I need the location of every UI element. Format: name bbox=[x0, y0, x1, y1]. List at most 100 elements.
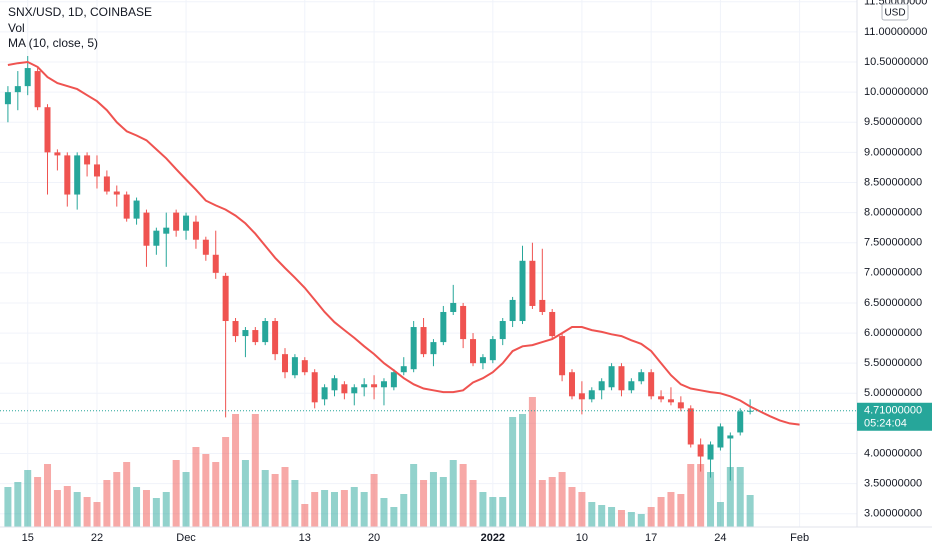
ma-line bbox=[7, 60, 800, 426]
volume-bar bbox=[73, 492, 81, 527]
volume-bar bbox=[93, 502, 101, 527]
candle-body bbox=[272, 321, 279, 355]
currency[interactable]: USD bbox=[884, 8, 905, 19]
candle-body bbox=[341, 384, 348, 394]
candle-body bbox=[549, 311, 556, 337]
candle-body bbox=[242, 330, 249, 337]
volume-bar bbox=[142, 490, 150, 527]
volume-bar bbox=[390, 507, 398, 527]
y-tick-label: 11.00000000 bbox=[864, 26, 927, 38]
ma-legend[interactable]: MA (10, close, 5) bbox=[8, 36, 98, 50]
volume-bar bbox=[657, 497, 665, 527]
volume-bar bbox=[162, 492, 170, 527]
volume-bar bbox=[647, 507, 655, 527]
candle-body bbox=[4, 92, 11, 105]
volume-bar bbox=[558, 472, 566, 527]
y-tick-label: 9.50000000 bbox=[864, 116, 922, 128]
volume-bar bbox=[568, 487, 576, 527]
candle-body bbox=[262, 321, 269, 343]
candle-body bbox=[113, 191, 120, 195]
volume-bar bbox=[420, 480, 428, 527]
volume-bar bbox=[499, 497, 507, 527]
grid bbox=[0, 0, 857, 527]
candle-body bbox=[14, 86, 21, 93]
y-tick-label: 6.00000000 bbox=[864, 327, 922, 339]
volume-bar bbox=[311, 492, 319, 527]
candle-body bbox=[737, 411, 744, 433]
candle-body bbox=[539, 299, 546, 312]
volume-bar bbox=[538, 480, 546, 527]
y-tick-label: 7.50000000 bbox=[864, 237, 922, 249]
y-tick-label: 5.50000000 bbox=[864, 357, 922, 369]
x-tick-label: Dec bbox=[176, 532, 196, 544]
volume-bar bbox=[479, 492, 487, 527]
candle-body bbox=[212, 254, 219, 273]
volume-bar bbox=[321, 490, 329, 527]
volume-bar bbox=[212, 462, 220, 527]
candle-body bbox=[93, 164, 100, 177]
volume-bar bbox=[578, 492, 586, 527]
y-tick-label: 3.00000000 bbox=[864, 508, 922, 520]
candle-body bbox=[450, 302, 457, 312]
candle-body bbox=[103, 176, 110, 192]
volume-bar bbox=[519, 414, 527, 527]
last-price-box bbox=[857, 402, 932, 431]
candle-body bbox=[44, 107, 51, 153]
volume-bar bbox=[588, 502, 596, 527]
candle-body bbox=[578, 393, 585, 400]
candle-body bbox=[123, 194, 130, 219]
candle-body bbox=[133, 200, 140, 219]
volume-bar bbox=[360, 492, 368, 527]
candle-body bbox=[677, 402, 684, 409]
volume-bar bbox=[172, 460, 180, 527]
y-tick-label: 7.00000000 bbox=[864, 267, 922, 279]
candle-body bbox=[588, 390, 595, 400]
volume-bar bbox=[697, 464, 705, 527]
volume-bar bbox=[548, 477, 556, 527]
volume-bar bbox=[608, 507, 616, 527]
volume-bar bbox=[687, 464, 695, 527]
volume-bar bbox=[103, 480, 111, 527]
volume-bar bbox=[182, 472, 190, 527]
candle-body bbox=[311, 372, 318, 403]
volume-bar bbox=[232, 414, 240, 527]
x-tick-label: 22 bbox=[91, 532, 103, 544]
volume-bar bbox=[410, 464, 418, 527]
candle-body bbox=[618, 366, 625, 391]
candle-body bbox=[192, 221, 199, 240]
volume-bar bbox=[202, 454, 210, 527]
candle-body bbox=[331, 378, 338, 391]
currency-box[interactable] bbox=[881, 3, 909, 21]
candle-body bbox=[183, 215, 190, 231]
candle-body bbox=[509, 299, 516, 322]
volume-bar bbox=[63, 486, 71, 527]
volume-bar bbox=[716, 502, 724, 527]
volume-legend[interactable]: Vol bbox=[8, 21, 25, 35]
candle-body bbox=[252, 330, 259, 343]
candle-body bbox=[638, 372, 645, 382]
volume-bar bbox=[123, 462, 131, 527]
candle-body bbox=[173, 212, 180, 231]
volume-pane bbox=[4, 397, 754, 527]
symbol-title[interactable]: SNX/USD, 1D, COINBASE bbox=[8, 5, 152, 19]
volume-bar bbox=[627, 512, 635, 527]
candle-body bbox=[371, 384, 378, 388]
candle-body bbox=[410, 327, 417, 370]
x-tick-label: 24 bbox=[714, 532, 726, 544]
candle-body bbox=[489, 339, 496, 361]
volume-bar bbox=[301, 504, 309, 527]
volume-bar bbox=[509, 417, 517, 527]
volume-bar bbox=[449, 460, 457, 527]
volume-bar bbox=[726, 467, 734, 527]
candle-body bbox=[282, 354, 289, 373]
volume-bar bbox=[429, 472, 437, 527]
volume-bar bbox=[53, 490, 61, 527]
volume-bar bbox=[83, 497, 91, 527]
y-tick-label: 4.00000000 bbox=[864, 447, 922, 459]
axes: 3.000000003.500000004.000000004.50000000… bbox=[22, 0, 932, 544]
x-tick-label: 13 bbox=[299, 532, 311, 544]
candle-body bbox=[658, 396, 665, 400]
volume-bar bbox=[14, 482, 22, 527]
candle-body bbox=[559, 336, 566, 376]
x-tick-label: 2022 bbox=[481, 532, 505, 544]
